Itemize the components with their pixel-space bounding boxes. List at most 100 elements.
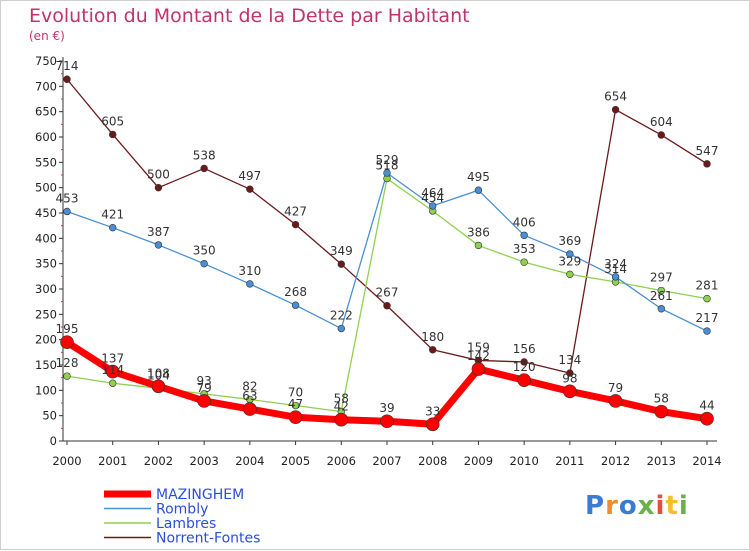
y-tick-label: 650	[35, 105, 57, 119]
series-markers	[60, 75, 714, 432]
data-label: 159	[467, 340, 490, 354]
y-tick-label: 200	[35, 333, 57, 347]
data-point	[246, 185, 254, 193]
y-tick-label: 300	[35, 282, 57, 296]
data-point	[429, 346, 437, 354]
y-tick-label: 600	[35, 130, 57, 144]
data-point	[425, 417, 440, 432]
chart-unit: (en €)	[29, 29, 65, 43]
data-point	[63, 207, 71, 216]
logo-letter: i	[655, 491, 666, 521]
x-tick-label: 2012	[601, 454, 630, 468]
data-point	[243, 402, 257, 416]
data-label: 180	[421, 330, 444, 344]
data-label: 42	[334, 400, 349, 414]
x-tick-label: 2007	[372, 454, 401, 468]
data-point	[337, 260, 345, 268]
data-point	[657, 131, 665, 139]
x-tick-label: 2008	[418, 454, 447, 468]
y-tick-label: 400	[35, 231, 57, 245]
chart-title: Evolution du Montant de la Dette par Hab…	[29, 5, 470, 27]
logo-letter: i	[678, 491, 689, 521]
data-label: 261	[650, 289, 673, 303]
data-point	[474, 186, 483, 194]
data-label: 63	[242, 389, 257, 403]
data-label: 714	[56, 59, 79, 73]
data-label: 654	[604, 90, 627, 104]
legend-label: MAZINGHEM	[156, 487, 244, 503]
data-label: 70	[288, 386, 303, 400]
data-label: 114	[101, 363, 124, 377]
data-label: 58	[334, 392, 349, 406]
data-label: 98	[562, 371, 577, 385]
data-label: 349	[330, 244, 353, 258]
proxiti-logo: Proxiti	[585, 491, 689, 521]
data-point	[654, 404, 669, 419]
data-label: 547	[696, 144, 719, 158]
data-label: 324	[604, 257, 627, 271]
data-point	[291, 401, 300, 410]
data-point	[109, 130, 117, 139]
data-label: 350	[193, 244, 216, 258]
data-label: 369	[558, 234, 581, 248]
data-point	[380, 414, 394, 429]
data-point	[334, 412, 349, 427]
data-label: 267	[376, 286, 399, 300]
data-point	[154, 241, 163, 249]
axes: 0501001502002503003504004505005506006507…	[35, 54, 722, 468]
data-label: 497	[238, 169, 261, 183]
data-point	[60, 335, 74, 350]
data-label: 421	[101, 208, 124, 222]
data-label: 79	[197, 381, 212, 395]
data-label: 142	[467, 349, 490, 363]
data-label: 156	[513, 342, 536, 356]
x-tick-label: 2001	[98, 454, 127, 468]
data-point	[63, 372, 71, 380]
data-label: 104	[147, 368, 170, 382]
data-point	[197, 394, 211, 408]
legend-label: Norrent-Fontes	[156, 531, 260, 547]
x-tick-label: 2011	[555, 454, 584, 468]
data-label: 39	[379, 401, 394, 415]
data-point	[563, 384, 577, 399]
x-tick-label: 2003	[190, 454, 219, 468]
data-point	[611, 105, 620, 114]
data-label: 134	[558, 353, 581, 367]
data-point	[657, 286, 665, 295]
data-point	[200, 259, 208, 268]
data-label: 217	[696, 311, 719, 325]
data-point	[291, 220, 300, 229]
data-label: 281	[696, 279, 719, 293]
data-point	[608, 394, 623, 408]
y-tick-label: 500	[35, 181, 57, 195]
y-tick-label: 150	[35, 358, 57, 372]
data-label: 44	[699, 399, 714, 413]
data-label: 268	[284, 285, 307, 299]
data-point	[520, 358, 528, 366]
data-label: 605	[101, 114, 124, 128]
x-tick-label: 2002	[144, 454, 173, 468]
data-point	[154, 183, 163, 192]
data-label: 454	[421, 191, 444, 205]
y-tick-label: 100	[35, 383, 57, 397]
data-point	[703, 294, 711, 303]
data-label: 329	[558, 254, 581, 268]
data-label: 128	[56, 356, 79, 370]
data-point	[700, 411, 714, 426]
data-point	[703, 327, 711, 335]
data-label: 353	[513, 242, 536, 256]
data-label: 120	[513, 360, 536, 374]
data-point	[566, 369, 574, 377]
data-label: 93	[197, 374, 212, 388]
data-label: 386	[467, 225, 490, 239]
y-tick-label: 250	[35, 307, 57, 321]
x-tick-label: 2000	[52, 454, 81, 468]
data-label: 297	[650, 271, 673, 285]
data-point	[566, 270, 574, 279]
data-point	[611, 273, 620, 281]
x-tick-label: 2014	[692, 454, 721, 468]
data-point	[288, 410, 303, 424]
data-label: 500	[147, 168, 170, 182]
data-point	[383, 302, 391, 310]
